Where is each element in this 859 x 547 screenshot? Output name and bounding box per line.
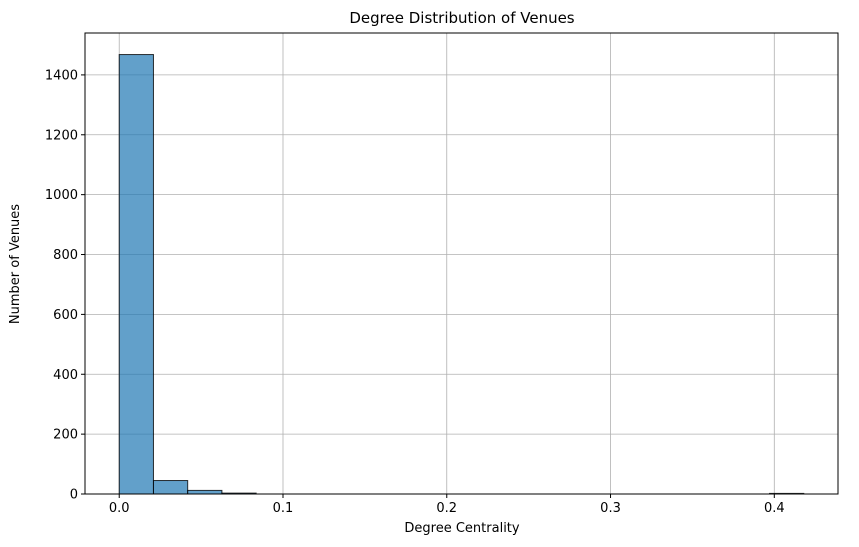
x-tick-label: 0.0 bbox=[109, 501, 130, 516]
y-tick-label: 800 bbox=[53, 248, 78, 263]
y-tick-label: 0 bbox=[70, 488, 78, 503]
x-tick-label: 0.2 bbox=[436, 501, 457, 516]
x-tick-label: 0.1 bbox=[273, 501, 294, 516]
y-axis-ticks: 0 200 400 600 800 1000 1200 1400 bbox=[45, 68, 85, 503]
y-tick-label: 1400 bbox=[45, 68, 78, 83]
plot-area-frame bbox=[84, 32, 839, 495]
x-axis-label: Degree Centrality bbox=[404, 521, 519, 536]
x-axis-ticks: 0.0 0.1 0.2 0.3 0.4 bbox=[109, 494, 785, 516]
y-tick-label: 1000 bbox=[45, 188, 78, 203]
x-tick-label: 0.4 bbox=[764, 501, 785, 516]
y-axis-label: Number of Venues bbox=[8, 204, 23, 324]
grid-lines bbox=[85, 33, 838, 495]
histogram-bar bbox=[152, 480, 189, 495]
histogram-bar bbox=[187, 489, 223, 495]
x-tick-label: 0.3 bbox=[600, 501, 621, 516]
histogram-bar bbox=[118, 54, 154, 495]
histogram-bars bbox=[118, 54, 805, 495]
y-tick-label: 400 bbox=[53, 368, 78, 383]
y-tick-label: 1200 bbox=[45, 128, 78, 143]
y-tick-label: 200 bbox=[53, 428, 78, 443]
chart-title: Degree Distribution of Venues bbox=[349, 9, 574, 27]
y-tick-label: 600 bbox=[53, 308, 78, 323]
